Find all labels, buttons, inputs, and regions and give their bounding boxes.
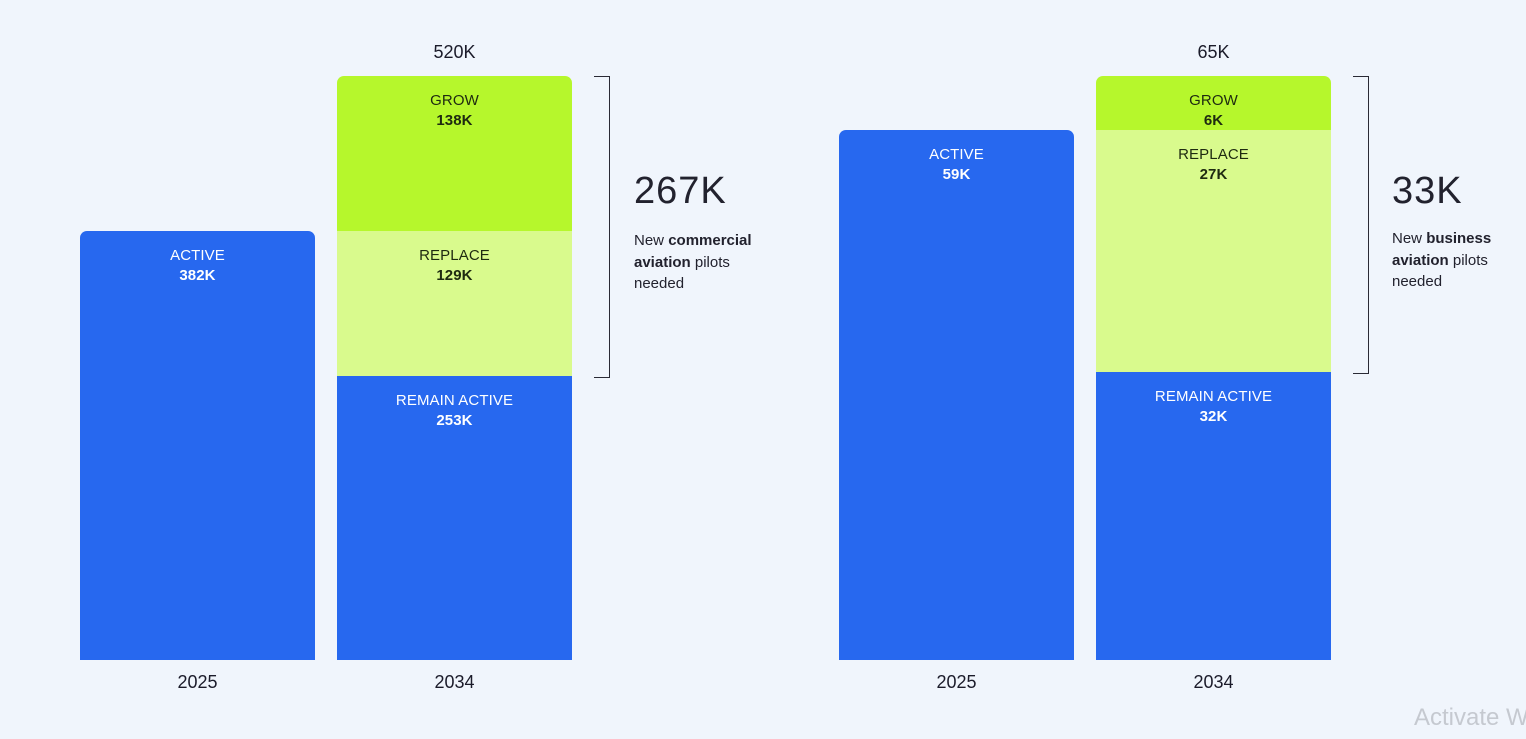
segment-label: REPLACE 129K [337, 246, 572, 286]
x-tick-label-2025: 2025 [177, 672, 218, 692]
segment-value: 382K [179, 266, 216, 284]
segment-value: 27K [1199, 165, 1228, 183]
segment-value: 6K [1203, 112, 1224, 129]
bar-segment-2034-replace: REPLACE 27K [1096, 129, 1331, 373]
segment-name: REPLACE [1178, 145, 1249, 163]
callout-text: pilots needed [1392, 251, 1488, 291]
callout-text: New [634, 232, 669, 249]
segment-name: GROW [430, 92, 479, 109]
segment-name: REMAIN ACTIVE [395, 391, 514, 409]
segment-name: ACTIVE [929, 145, 984, 163]
segment-value: 59K [942, 165, 971, 183]
segment-value: 253K [436, 411, 473, 429]
bar-total-label: 520K [433, 42, 476, 62]
segment-label: ACTIVE 382K [80, 246, 315, 286]
segment-label: REMAIN ACTIVE 32K [1096, 387, 1331, 427]
bar-segment-2034-grow: GROW 138K [337, 76, 572, 231]
callout-text: New [1392, 230, 1427, 247]
bracket [1353, 76, 1369, 375]
x-tick-label-2025: 2025 [936, 672, 977, 692]
segment-value: 32K [1199, 408, 1228, 426]
segment-label: GROW 138K [337, 91, 572, 131]
bar-segment-2034-grow: GROW 6K [1096, 76, 1331, 130]
bar-segment-2034-remain-active: REMAIN ACTIVE 253K [337, 375, 572, 660]
x-tick-label-2034: 2034 [434, 672, 475, 692]
watermark-text: Activate W [1414, 704, 1526, 731]
segment-name: ACTIVE [170, 246, 225, 264]
callout-description: New commercial aviation pilots needed [634, 230, 769, 295]
callout-value: 33K [1392, 170, 1463, 212]
bar-segment-2034-replace: REPLACE 129K [337, 230, 572, 376]
bar-segment-2025-active: ACTIVE 59K [839, 129, 1074, 660]
bar-segment-2034-remain-active: REMAIN ACTIVE 32K [1096, 372, 1331, 660]
segment-label: REMAIN ACTIVE 253K [337, 391, 572, 431]
bar-segment-2025-active: ACTIVE 382K [80, 230, 315, 660]
segment-name: REPLACE [419, 246, 490, 264]
bar-total-label: 65K [1197, 42, 1230, 62]
segment-value: 129K [436, 266, 473, 284]
callout-text-bold: commercial aviation [634, 232, 752, 271]
segment-value: 138K [436, 112, 473, 129]
callout-text-bold: business aviation [1392, 230, 1492, 269]
segment-label: REPLACE 27K [1096, 145, 1331, 185]
segment-name: GROW [1189, 92, 1238, 109]
bracket [594, 76, 610, 378]
callout-text: pilots needed [634, 253, 730, 293]
x-tick-label-2034: 2034 [1193, 672, 1234, 692]
segment-label: GROW 6K [1096, 91, 1331, 131]
segment-name: REMAIN ACTIVE [1154, 388, 1273, 406]
callout-value: 267K [634, 170, 727, 212]
callout-description: New business aviation pilots needed [1392, 228, 1526, 293]
segment-label: ACTIVE 59K [839, 145, 1074, 185]
